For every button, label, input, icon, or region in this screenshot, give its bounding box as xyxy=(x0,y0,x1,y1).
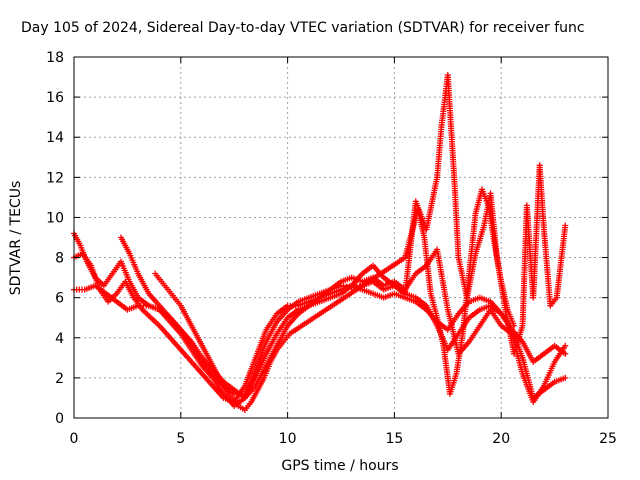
y-tick-label: 10 xyxy=(46,210,64,226)
gridlines xyxy=(74,57,608,418)
y-axis-label: SDTVAR / TECUs xyxy=(8,181,24,296)
y-tick-label: 0 xyxy=(55,411,64,427)
y-tick-label: 6 xyxy=(55,291,64,307)
axis-ticks: 0 5 10 15 20 25 0 2 4 6 8 10 12 14 16 18 xyxy=(46,50,617,447)
data-point xyxy=(562,374,569,381)
x-tick-label: 20 xyxy=(492,431,510,447)
y-tick-label: 12 xyxy=(46,170,64,186)
x-tick-label: 10 xyxy=(279,431,297,447)
series-track-b xyxy=(71,246,569,405)
y-tick-label: 14 xyxy=(46,130,64,146)
x-tick-label: 5 xyxy=(176,431,185,447)
x-axis-label: GPS time / hours xyxy=(281,458,398,474)
data-point xyxy=(562,222,569,229)
y-tick-label: 16 xyxy=(46,90,64,106)
series-track-e xyxy=(152,186,518,413)
data-point xyxy=(562,350,569,357)
y-tick-label: 4 xyxy=(55,331,64,347)
y-tick-label: 8 xyxy=(55,251,64,267)
chart-title: Day 105 of 2024, Sidereal Day-to-day VTE… xyxy=(21,20,585,36)
y-tick-label: 18 xyxy=(46,50,64,66)
data-point xyxy=(511,322,518,329)
x-tick-label: 0 xyxy=(70,431,79,447)
y-tick-label: 2 xyxy=(55,371,64,387)
data-points xyxy=(71,72,569,413)
plot-frame xyxy=(73,56,609,419)
x-tick-label: 25 xyxy=(599,431,617,447)
data-point xyxy=(562,342,569,349)
x-tick-label: 15 xyxy=(385,431,403,447)
series-track-d xyxy=(117,72,569,401)
